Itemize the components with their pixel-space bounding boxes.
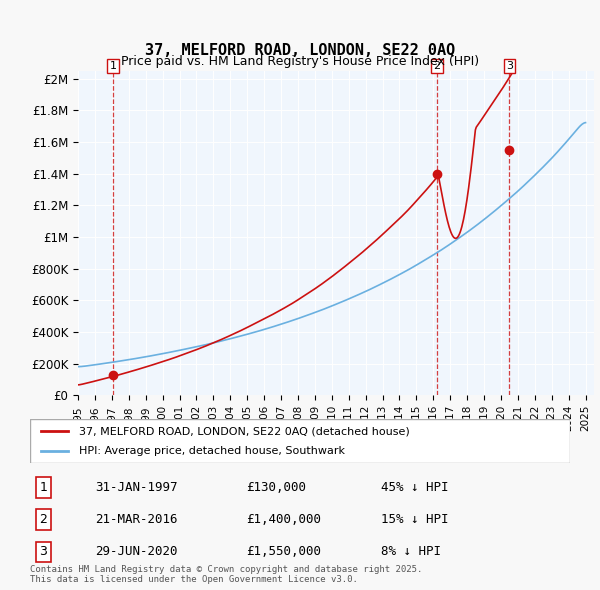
Text: 8% ↓ HPI: 8% ↓ HPI	[381, 545, 441, 558]
Text: 15% ↓ HPI: 15% ↓ HPI	[381, 513, 449, 526]
Text: HPI: Average price, detached house, Southwark: HPI: Average price, detached house, Sout…	[79, 446, 344, 455]
Text: 3: 3	[40, 545, 47, 558]
Text: 21-MAR-2016: 21-MAR-2016	[95, 513, 178, 526]
Text: 45% ↓ HPI: 45% ↓ HPI	[381, 481, 449, 494]
Text: 2: 2	[433, 61, 440, 71]
Text: £1,400,000: £1,400,000	[246, 513, 321, 526]
FancyBboxPatch shape	[30, 419, 570, 463]
Text: Contains HM Land Registry data © Crown copyright and database right 2025.
This d: Contains HM Land Registry data © Crown c…	[30, 565, 422, 584]
Text: 29-JUN-2020: 29-JUN-2020	[95, 545, 178, 558]
Text: 31-JAN-1997: 31-JAN-1997	[95, 481, 178, 494]
Text: 3: 3	[506, 61, 513, 71]
Text: 37, MELFORD ROAD, LONDON, SE22 0AQ: 37, MELFORD ROAD, LONDON, SE22 0AQ	[145, 42, 455, 58]
Text: 1: 1	[110, 61, 116, 71]
Text: 1: 1	[40, 481, 47, 494]
Text: 37, MELFORD ROAD, LONDON, SE22 0AQ (detached house): 37, MELFORD ROAD, LONDON, SE22 0AQ (deta…	[79, 427, 409, 436]
Text: 2: 2	[40, 513, 47, 526]
Text: £130,000: £130,000	[246, 481, 306, 494]
Text: Price paid vs. HM Land Registry's House Price Index (HPI): Price paid vs. HM Land Registry's House …	[121, 55, 479, 68]
Text: £1,550,000: £1,550,000	[246, 545, 321, 558]
